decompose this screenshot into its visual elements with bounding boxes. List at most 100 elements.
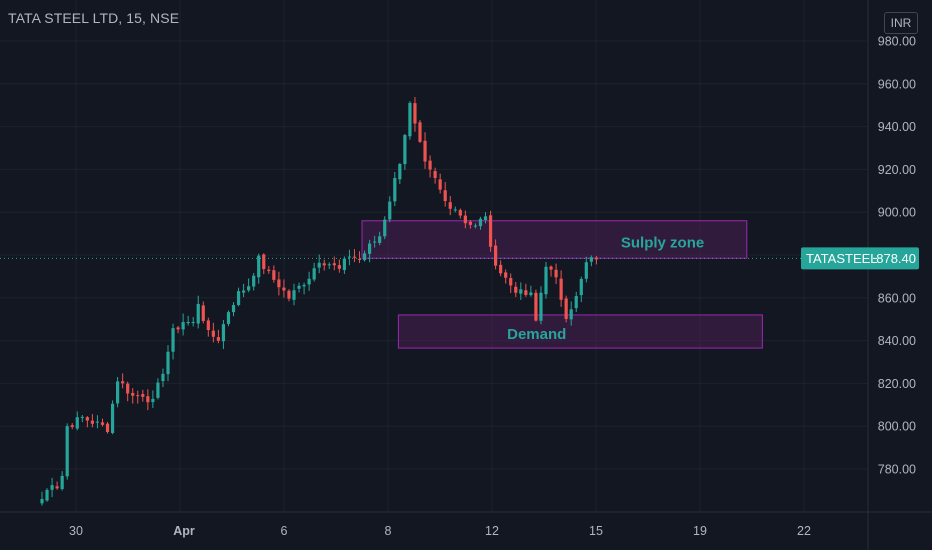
candle-body — [509, 278, 513, 286]
candle-body — [398, 163, 402, 180]
x-tick-label: 12 — [485, 524, 499, 538]
candle-body — [352, 256, 357, 258]
demand-zone-label: Demand — [507, 326, 566, 343]
candle-body — [423, 140, 427, 162]
candle-body — [589, 257, 593, 262]
candle-body — [544, 266, 548, 295]
candle-body — [448, 202, 452, 209]
candle-body — [45, 489, 49, 501]
candle-body — [146, 396, 150, 403]
candle-body — [50, 485, 54, 490]
candle-body — [282, 287, 286, 291]
candle-body — [514, 286, 518, 293]
candle-body — [408, 102, 412, 137]
candle-body — [156, 382, 160, 398]
candle-body — [95, 421, 100, 423]
candle-body — [60, 475, 64, 490]
candle-body — [504, 272, 508, 278]
candle-body — [332, 263, 336, 266]
candle-body — [473, 225, 478, 227]
candle-body — [574, 296, 578, 309]
candle-body — [90, 420, 94, 424]
candle-body — [257, 255, 261, 278]
y-tick-label: 860.00 — [878, 291, 916, 305]
candle-body — [584, 262, 588, 279]
candle-body — [564, 298, 568, 319]
candle-body — [85, 417, 89, 421]
candle-body — [549, 266, 553, 270]
candle-body — [287, 290, 291, 299]
x-tick-label: 30 — [69, 524, 83, 538]
candle-body — [443, 190, 447, 202]
candle-body — [136, 395, 140, 397]
x-tick-label: 15 — [589, 524, 603, 538]
symbol-title[interactable]: TATA STEEL LTD, 15, NSE — [8, 10, 180, 26]
candle-body — [201, 305, 205, 321]
candle-body — [458, 209, 462, 216]
candle-body — [307, 278, 311, 285]
x-tick-label: 22 — [797, 524, 811, 538]
y-tick-label: 840.00 — [878, 334, 916, 348]
candle-body — [428, 160, 432, 170]
zones-layer: Sulply zone Demand — [361, 220, 763, 349]
candles-layer — [40, 97, 598, 506]
candle-body — [221, 324, 226, 342]
candle-body — [362, 253, 367, 261]
candle-body — [483, 216, 488, 221]
candle-body — [317, 262, 321, 268]
candle-body — [529, 292, 533, 296]
candle-body — [297, 285, 301, 289]
candle-body — [312, 268, 316, 280]
candle-body — [236, 291, 241, 306]
candle-body — [357, 258, 362, 260]
x-tick-label: Apr — [173, 524, 195, 538]
x-tick-label: 19 — [693, 524, 707, 538]
last-price-tag — [801, 247, 919, 270]
candle-body — [171, 328, 175, 352]
supply-zone — [361, 220, 748, 259]
x-tick-label: 8 — [385, 524, 392, 538]
candle-body — [196, 303, 200, 324]
candle-body — [433, 171, 437, 178]
candle-body — [373, 241, 377, 243]
candle-body — [216, 337, 220, 341]
candle-body — [226, 312, 231, 324]
candle-body — [211, 330, 215, 337]
candle-body — [70, 425, 74, 427]
demand-zone — [397, 314, 763, 349]
candle-body — [388, 201, 392, 220]
candle-body — [468, 221, 472, 225]
currency-button[interactable]: INR — [884, 12, 918, 34]
candle-body — [519, 289, 523, 294]
candle-body — [262, 254, 266, 270]
candle-body — [252, 275, 256, 287]
candle-body — [393, 178, 397, 202]
candle-body — [579, 278, 583, 296]
candle-body — [277, 279, 281, 288]
candle-body — [151, 398, 155, 403]
y-tick-label: 960.00 — [878, 77, 916, 91]
candle-body — [499, 264, 503, 274]
candle-body — [121, 381, 125, 384]
candle-body — [413, 103, 417, 124]
candle-body — [181, 322, 185, 330]
y-tick-label: 980.00 — [878, 35, 916, 49]
candle-body — [534, 292, 538, 321]
candle-body — [141, 394, 145, 397]
y-tick-label: 820.00 — [878, 377, 916, 391]
y-tick-label: 920.00 — [878, 163, 916, 177]
candle-body — [116, 381, 120, 404]
last-price-value: 878.40 — [876, 251, 916, 266]
candle-body — [55, 486, 59, 489]
candle-body — [80, 416, 84, 418]
candle-body — [418, 122, 422, 142]
supply-zone-label: Sulply zone — [621, 235, 704, 252]
candle-body — [559, 278, 563, 300]
candle-body — [100, 422, 105, 425]
candle-body — [40, 499, 44, 504]
candle-body — [383, 219, 387, 237]
candle-body — [539, 292, 543, 321]
